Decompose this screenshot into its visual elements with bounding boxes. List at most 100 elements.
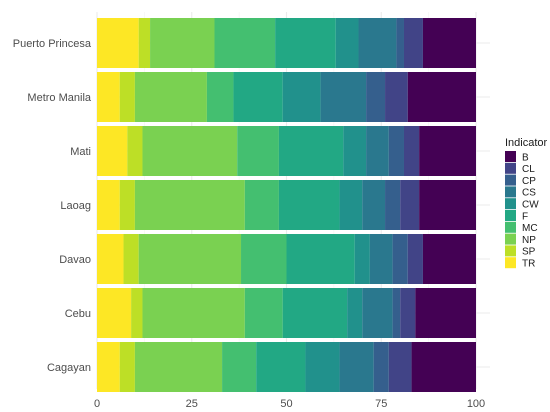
- legend-title: Indicator: [505, 137, 548, 149]
- bar-segment-np: [138, 234, 242, 284]
- legend-key-tr: [505, 257, 516, 269]
- y-tick-label: Cagayan: [47, 362, 91, 374]
- bar-segment-tr: [97, 18, 139, 68]
- bar-segment-f: [275, 18, 336, 68]
- bar-segment-cw: [305, 342, 340, 392]
- legend-label: MC: [522, 223, 538, 234]
- y-tick-label: Mati: [70, 146, 91, 158]
- bar-segment-cs: [358, 18, 397, 68]
- bar-segment-cl: [400, 288, 416, 338]
- bar-segment-tr: [97, 288, 132, 338]
- bar-segment-tr: [97, 342, 120, 392]
- bar-segment-mc: [214, 18, 276, 68]
- bar-segment-b: [407, 72, 476, 122]
- legend-label: CP: [522, 176, 536, 187]
- bar-segment-np: [134, 180, 245, 230]
- bar-segment-cw: [282, 72, 321, 122]
- bar-segment-f: [256, 342, 306, 392]
- legend-label: CL: [522, 164, 535, 175]
- bar-segment-cl: [400, 180, 420, 230]
- legend-label: SP: [522, 247, 536, 258]
- legend-label: F: [522, 211, 528, 222]
- bar-segment-np: [150, 18, 215, 68]
- bar-segment-cp: [392, 288, 401, 338]
- y-tick-label: Metro Manila: [27, 92, 91, 104]
- y-tick-label: Davao: [59, 254, 91, 266]
- legend-key-sp: [505, 245, 516, 257]
- bar-segment-sp: [131, 288, 143, 338]
- bar-segment-f: [233, 72, 283, 122]
- bar-segment-cp: [392, 234, 408, 284]
- bar-segment-cp: [396, 18, 404, 68]
- bar-segment-cs: [339, 342, 374, 392]
- legend-label: CW: [522, 200, 539, 211]
- bar-segment-b: [422, 234, 476, 284]
- bar-segment-cs: [369, 234, 393, 284]
- bar-segment-f: [282, 288, 348, 338]
- bar-segment-b: [419, 126, 476, 176]
- x-tick-label: 25: [186, 398, 198, 410]
- x-tick-label: 50: [280, 398, 292, 410]
- bar-segment-np: [134, 342, 223, 392]
- bar-segment-b: [422, 18, 476, 68]
- bar-segment-cp: [366, 72, 386, 122]
- bar-segment-mc: [241, 234, 287, 284]
- bar-segment-f: [278, 180, 340, 230]
- bar-segment-cl: [403, 18, 423, 68]
- bar-segment-cp: [385, 180, 401, 230]
- legend-key-mc: [505, 221, 516, 233]
- bar-segment-cs: [320, 72, 367, 122]
- legend-label: NP: [522, 235, 536, 246]
- bar-segment-cs: [362, 288, 393, 338]
- y-axis-tick-labels: Puerto Princesa Metro Manila Mati Laoag Dava…: [13, 38, 92, 374]
- x-tick-label: 100: [467, 398, 485, 410]
- bar-segment-np: [134, 72, 207, 122]
- bar-segment-sp: [138, 18, 151, 68]
- legend-key-cs: [505, 186, 516, 198]
- bar-segment-cw: [335, 18, 359, 68]
- bar-segment-cw: [339, 180, 363, 230]
- bar-segment-mc: [244, 180, 279, 230]
- bar-segment-cs: [362, 180, 386, 230]
- bar-segment-f: [278, 126, 344, 176]
- x-tick-label: 75: [375, 398, 387, 410]
- bar-segment-tr: [97, 180, 120, 230]
- legend-key-np: [505, 233, 516, 245]
- bar-segment-cw: [343, 126, 367, 176]
- bar-segment-tr: [97, 234, 124, 284]
- bar-segment-tr: [97, 72, 120, 122]
- bar-segment-mc: [222, 342, 257, 392]
- bar-segment-np: [142, 126, 238, 176]
- bar-segment-b: [411, 342, 476, 392]
- legend-key-f: [505, 210, 516, 221]
- bar-segment-cs: [366, 126, 389, 176]
- bar-segment-mc: [237, 126, 279, 176]
- y-tick-label: Laoag: [60, 200, 91, 212]
- bar-segment-sp: [119, 72, 135, 122]
- bar-segment-sp: [127, 126, 143, 176]
- bar-segment-cw: [354, 234, 370, 284]
- bar-segment-sp: [119, 180, 135, 230]
- bar-segment-tr: [97, 126, 128, 176]
- bar-segment-sp: [123, 234, 139, 284]
- y-tick-label: Puerto Princesa: [13, 38, 92, 50]
- y-tick-label: Cebu: [65, 308, 91, 320]
- legend-key-cw: [505, 198, 516, 210]
- x-tick-label: 0: [94, 398, 100, 410]
- legend-key-b: [505, 151, 516, 162]
- bar-segment-cl: [385, 72, 408, 122]
- bar-segment-sp: [119, 342, 135, 392]
- legend-label: CS: [522, 188, 536, 199]
- bars: [97, 18, 476, 392]
- bar-segment-cp: [373, 342, 389, 392]
- bar-segment-cw: [347, 288, 363, 338]
- bar-segment-cl: [388, 342, 412, 392]
- legend-label: TR: [522, 259, 535, 270]
- bar-segment-mc: [206, 72, 234, 122]
- bar-segment-f: [286, 234, 355, 284]
- bar-segment-cl: [407, 234, 423, 284]
- bar-segment-np: [142, 288, 245, 338]
- legend-key-cp: [505, 174, 516, 186]
